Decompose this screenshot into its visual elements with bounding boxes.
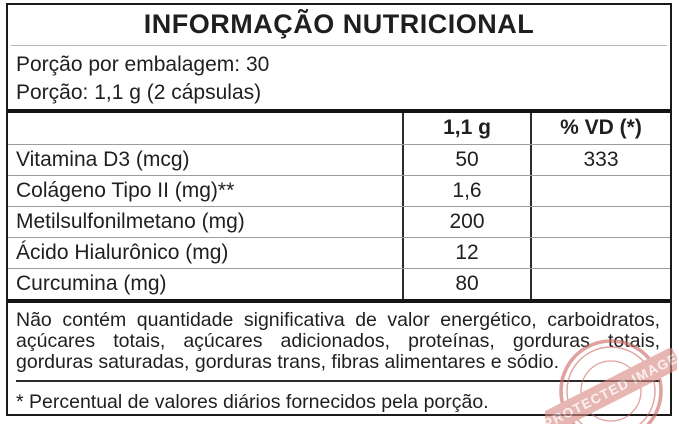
footnote-divider [16, 380, 660, 383]
header-cell-amount: 1,1 g [402, 112, 530, 144]
nutrient-vd [530, 268, 670, 299]
nutrient-vd [530, 175, 670, 206]
nutrient-amount: 12 [402, 237, 530, 268]
table-row: Vitamina D3 (mcg) 50 333 [8, 143, 670, 175]
nutrient-name: Vitamina D3 (mcg) [16, 147, 190, 171]
page-title: INFORMAÇÃO NUTRICIONAL [143, 9, 535, 40]
nutrient-table: 1,1 g % VD (*) Vitamina D3 (mcg) 50 333 … [8, 108, 670, 303]
nutrient-amount: 200 [402, 206, 530, 237]
nutrient-amount: 80 [402, 268, 530, 299]
nutrient-amount: 1,6 [402, 175, 530, 206]
table-row: Colágeno Tipo II (mg)** 1,6 [8, 174, 670, 206]
nutrient-vd: 333 [530, 144, 670, 175]
label-header: INFORMAÇÃO NUTRICIONAL [11, 5, 667, 46]
nutrient-name: Ácido Hialurônico (mg) [16, 240, 229, 264]
footnote-text: * Percentual de valores diários fornecid… [16, 391, 489, 414]
nutrient-name: Curcumina (mg) [16, 271, 167, 295]
table-header-row: 1,1 g % VD (*) [8, 112, 670, 144]
header-cell-empty [8, 113, 402, 144]
nutrient-name: Colágeno Tipo II (mg)** [16, 178, 235, 202]
nutrient-vd [530, 206, 670, 237]
nutrient-vd [530, 237, 670, 268]
table-row: Ácido Hialurônico (mg) 12 [8, 236, 670, 268]
header-cell-vd: % VD (*) [530, 112, 670, 144]
nutrition-label: INFORMAÇÃO NUTRICIONAL Porção por embala… [6, 3, 672, 416]
serving-per-package: Porção por embalagem: 30 [16, 52, 270, 76]
serving-size: Porção: 1,1 g (2 cápsulas) [16, 80, 262, 104]
serving-info: Porção por embalagem: 30 Porção: 1,1 g (… [8, 46, 670, 109]
nutrient-name: Metilsulfonilmetano (mg) [16, 209, 245, 233]
nutrient-amount: 50 [402, 144, 530, 175]
table-row: Curcumina (mg) 80 [8, 267, 670, 299]
disclaimer-text: Não contém quantidade significativa de v… [16, 308, 660, 373]
table-row: Metilsulfonilmetano (mg) 200 [8, 205, 670, 237]
